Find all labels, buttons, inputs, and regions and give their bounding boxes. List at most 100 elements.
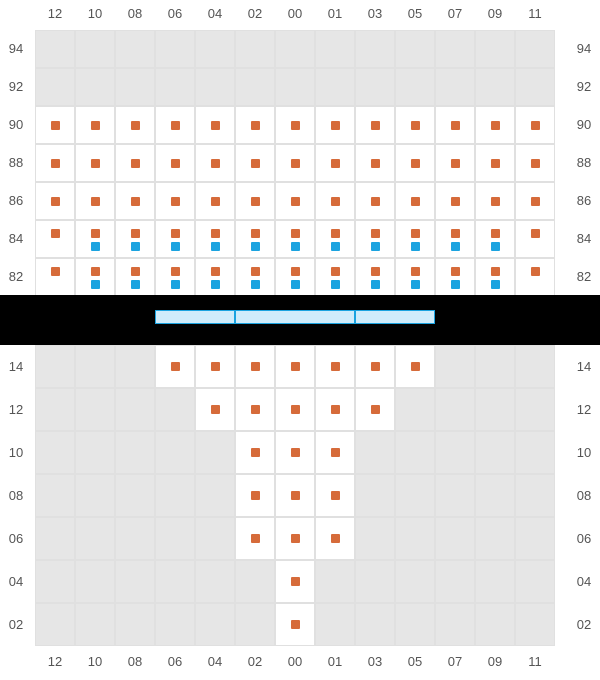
marker-orange — [531, 229, 540, 238]
marker-orange — [291, 229, 300, 238]
cell — [195, 603, 235, 646]
marker-blue — [291, 280, 300, 289]
cell — [115, 517, 155, 560]
cell — [355, 474, 395, 517]
col-label: 05 — [395, 6, 435, 21]
marker-orange — [211, 159, 220, 168]
cell — [195, 431, 235, 474]
cell — [515, 220, 555, 258]
col-label: 06 — [155, 6, 195, 21]
marker-blue — [291, 242, 300, 251]
rack-diagram: 12100806040200010305070911 9494929290908… — [0, 0, 600, 680]
marker-orange — [331, 362, 340, 371]
row-label: 88 — [572, 155, 596, 170]
col-label: 01 — [315, 6, 355, 21]
marker-orange — [531, 197, 540, 206]
marker-orange — [251, 121, 260, 130]
marker-orange — [451, 197, 460, 206]
marker-orange — [331, 229, 340, 238]
cell — [395, 258, 435, 296]
cell — [235, 30, 275, 68]
cell — [75, 258, 115, 296]
cell — [155, 258, 195, 296]
cell — [115, 68, 155, 106]
marker-orange — [291, 577, 300, 586]
cell — [115, 603, 155, 646]
marker-orange — [171, 121, 180, 130]
row-label: 86 — [4, 193, 28, 208]
cell — [115, 258, 155, 296]
cell — [395, 517, 435, 560]
marker-blue — [451, 280, 460, 289]
marker-orange — [131, 197, 140, 206]
cell — [35, 388, 75, 431]
row-label: 04 — [4, 574, 28, 589]
cell — [475, 258, 515, 296]
col-label: 07 — [435, 654, 475, 669]
cell — [355, 560, 395, 603]
cell — [355, 258, 395, 296]
col-label: 10 — [75, 6, 115, 21]
marker-orange — [371, 362, 380, 371]
cell — [155, 517, 195, 560]
row-label: 06 — [572, 531, 596, 546]
cell — [195, 220, 235, 258]
cell — [235, 603, 275, 646]
marker-orange — [531, 267, 540, 276]
cell — [435, 603, 475, 646]
cell — [515, 431, 555, 474]
cell — [395, 68, 435, 106]
row-label: 82 — [4, 269, 28, 284]
col-label: 11 — [515, 654, 555, 669]
cell — [315, 560, 355, 603]
row-label: 82 — [572, 269, 596, 284]
cell — [155, 603, 195, 646]
col-label: 04 — [195, 6, 235, 21]
cell — [315, 258, 355, 296]
bar — [235, 310, 355, 324]
marker-orange — [211, 405, 220, 414]
marker-orange — [171, 159, 180, 168]
col-label: 10 — [75, 654, 115, 669]
cell — [235, 560, 275, 603]
marker-orange — [491, 159, 500, 168]
marker-blue — [371, 280, 380, 289]
marker-orange — [491, 197, 500, 206]
cell — [275, 68, 315, 106]
cell — [115, 560, 155, 603]
cell — [195, 560, 235, 603]
row-label: 90 — [572, 117, 596, 132]
cell — [75, 603, 115, 646]
marker-orange — [251, 197, 260, 206]
cell — [515, 560, 555, 603]
cell — [475, 560, 515, 603]
cell — [35, 603, 75, 646]
row-label: 10 — [4, 445, 28, 460]
cell — [395, 474, 435, 517]
marker-blue — [371, 242, 380, 251]
row-label: 92 — [4, 79, 28, 94]
marker-orange — [51, 197, 60, 206]
row-label: 06 — [4, 531, 28, 546]
cell — [515, 603, 555, 646]
marker-blue — [331, 280, 340, 289]
row-label: 92 — [572, 79, 596, 94]
cell — [515, 258, 555, 296]
marker-blue — [91, 280, 100, 289]
cell — [315, 68, 355, 106]
bar — [155, 310, 235, 324]
cell — [195, 30, 235, 68]
cell — [115, 431, 155, 474]
marker-orange — [291, 491, 300, 500]
marker-orange — [371, 197, 380, 206]
marker-blue — [491, 242, 500, 251]
cell — [515, 517, 555, 560]
cell — [435, 474, 475, 517]
row-label: 94 — [572, 41, 596, 56]
col-label: 05 — [395, 654, 435, 669]
row-label: 14 — [572, 359, 596, 374]
marker-orange — [331, 534, 340, 543]
cell — [195, 258, 235, 296]
cell — [475, 603, 515, 646]
marker-orange — [251, 534, 260, 543]
